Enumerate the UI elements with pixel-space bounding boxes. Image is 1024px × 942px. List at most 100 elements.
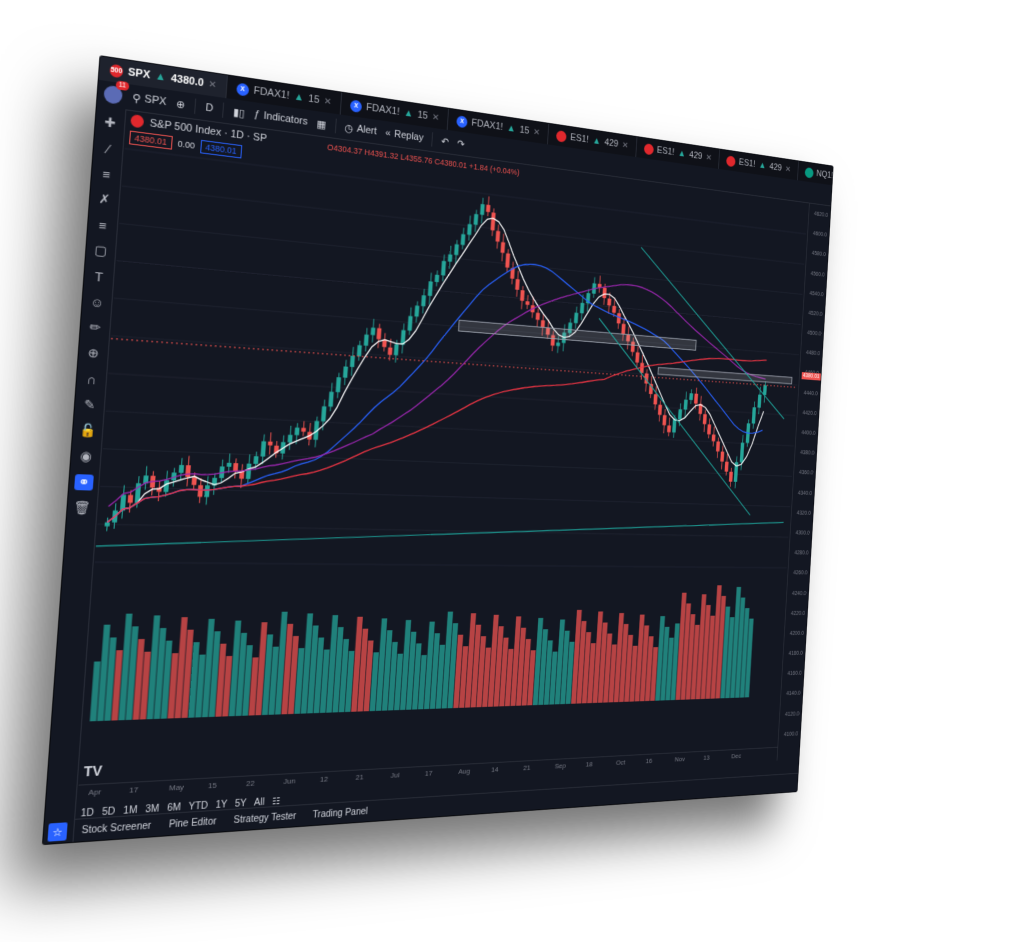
candle <box>447 254 453 262</box>
candle <box>733 462 739 482</box>
symbol-search[interactable]: ⚲ SPX <box>132 91 167 108</box>
compare-add-icon[interactable]: ⊕ <box>175 98 186 112</box>
time-tick-label: Aug <box>458 767 471 776</box>
candle <box>707 424 712 435</box>
price-chart[interactable] <box>80 129 807 762</box>
candle <box>434 274 440 283</box>
close-icon[interactable]: ✕ <box>621 140 629 151</box>
alert-button[interactable]: ◷ Alert <box>344 121 377 137</box>
close-icon[interactable]: ✕ <box>208 78 217 91</box>
candle <box>393 344 399 356</box>
candle <box>301 427 306 432</box>
ruler-icon[interactable]: ✏ <box>89 319 102 336</box>
candle <box>473 213 479 226</box>
bottom-tab[interactable]: Strategy Tester <box>233 810 297 826</box>
bottom-tab[interactable]: Trading Panel <box>312 806 369 821</box>
interval-button[interactable]: D <box>205 102 214 115</box>
candle <box>751 407 756 424</box>
templates-icon[interactable]: ▦ <box>316 118 327 131</box>
time-tick-label: Dec <box>731 752 742 760</box>
candle <box>500 241 506 254</box>
time-tick-label: 17 <box>424 769 433 778</box>
crosshair-icon[interactable]: ✚ <box>104 114 117 131</box>
zoom-icon[interactable]: ⊕ <box>87 345 100 361</box>
indicators-label: Indicators <box>263 110 308 128</box>
tab-symbol: NQ1! <box>816 168 833 181</box>
candle <box>635 352 640 363</box>
candle <box>253 456 259 464</box>
trendline-icon[interactable]: ∕ <box>106 141 110 157</box>
candle <box>454 244 459 256</box>
eye-icon[interactable]: ◉ <box>79 448 93 464</box>
ma-fast-line[interactable] <box>107 176 773 535</box>
redo-icon[interactable]: ↷ <box>456 138 466 150</box>
emoji-icon[interactable]: ☺ <box>89 294 105 310</box>
price-tick-label: 4200.0 <box>789 630 805 637</box>
time-tick-label: Jun <box>283 776 296 786</box>
symbol-logo-icon: 500 <box>109 63 124 78</box>
fib-icon[interactable]: ≡ <box>101 166 111 182</box>
candle <box>525 301 530 306</box>
magnet-icon[interactable]: ∩ <box>86 371 97 387</box>
price-tick-label: 4380.0 <box>800 450 815 457</box>
candle <box>233 463 239 471</box>
candle <box>328 391 334 407</box>
up-arrow-icon: ▲ <box>293 91 305 104</box>
price-tick-label: 4180.0 <box>788 650 803 657</box>
notification-badge: 11 <box>115 80 130 92</box>
bottom-tab[interactable]: Pine Editor <box>168 816 217 830</box>
trash-icon[interactable]: 🗑 <box>73 500 92 516</box>
price-tick-label: 4580.0 <box>811 250 826 259</box>
price-tick-label: 4540.0 <box>809 290 824 298</box>
close-icon[interactable]: ✕ <box>533 127 541 138</box>
text-icon[interactable]: T <box>94 268 104 285</box>
time-tick-label: Oct <box>615 758 626 767</box>
candle <box>226 462 232 467</box>
zone-rectangle[interactable] <box>459 320 697 350</box>
tab-price: 15 <box>417 109 429 122</box>
bottom-tab[interactable]: Stock Screener <box>81 820 152 836</box>
price-tick-label: 4320.0 <box>796 510 812 517</box>
price-tick-label: 4480.0 <box>805 350 821 358</box>
link-icon[interactable]: ⚭ <box>74 474 94 491</box>
candle <box>335 377 342 393</box>
watchlist-star-icon[interactable]: ☆ <box>47 822 68 842</box>
time-tick-label: Apr <box>88 787 102 798</box>
lock-icon[interactable]: 🔓 <box>78 422 97 439</box>
close-icon[interactable]: ✕ <box>431 112 440 123</box>
candle <box>724 461 729 472</box>
indicators-button[interactable]: ƒ Indicators <box>254 109 308 128</box>
zone-rectangle[interactable] <box>658 367 792 383</box>
close-icon[interactable]: ✕ <box>323 96 332 108</box>
candle <box>467 223 472 236</box>
tab-symbol: ES1! <box>570 132 589 146</box>
time-tick-label: 21 <box>523 763 531 772</box>
candle <box>427 281 433 297</box>
close-icon[interactable]: ✕ <box>784 164 792 175</box>
replay-button[interactable]: « Replay <box>385 127 424 143</box>
candle <box>370 327 376 336</box>
up-arrow-icon: ▲ <box>154 70 167 84</box>
close-icon[interactable]: ✕ <box>705 152 713 163</box>
grid-line <box>119 223 802 294</box>
trendline[interactable] <box>631 247 793 419</box>
price-tick-label: 4240.0 <box>791 590 807 597</box>
price-tick-label: 4260.0 <box>793 570 808 577</box>
candle <box>134 483 142 504</box>
tab-price: 15 <box>519 124 530 137</box>
alert-label: Alert <box>356 123 378 138</box>
price-tick-label: 4220.0 <box>790 610 806 617</box>
chart-type-icon[interactable]: ▮▯ <box>232 106 246 120</box>
shape-icon[interactable]: ▢ <box>93 242 108 259</box>
candle <box>657 404 663 415</box>
avatar[interactable]: 11 <box>103 80 130 105</box>
lock-drawing-icon[interactable]: ✎ <box>83 396 96 413</box>
price-tick-label: 4440.0 <box>803 390 818 397</box>
candle <box>178 464 185 473</box>
candle <box>460 233 466 246</box>
up-arrow-icon: ▲ <box>506 122 516 135</box>
tab-symbol: FDAX1! <box>365 101 400 118</box>
undo-icon[interactable]: ↶ <box>440 135 450 148</box>
prediction-icon[interactable]: ≡ <box>98 217 108 233</box>
pattern-icon[interactable]: ✗ <box>98 191 111 208</box>
